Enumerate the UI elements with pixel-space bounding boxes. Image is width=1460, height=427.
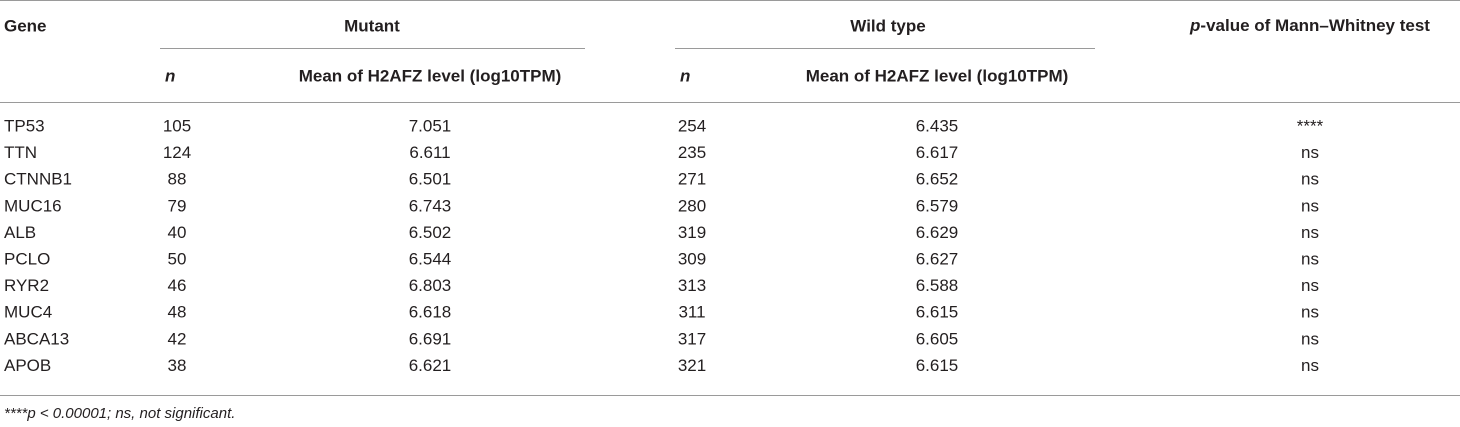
header-n: n <box>165 66 175 85</box>
n-cell: 319 <box>678 223 706 242</box>
p-value-cell: ns <box>1301 276 1319 295</box>
mean-cell: 6.618 <box>409 303 452 322</box>
gene-cell: RYR2 <box>4 276 49 295</box>
mean-cell: 6.501 <box>409 170 452 189</box>
gene-cell: APOB <box>4 356 51 375</box>
p-value-cell: **** <box>1297 116 1324 135</box>
n-cell: 79 <box>168 196 187 215</box>
gene-cell: ABCA13 <box>4 329 69 348</box>
n-cell: 46 <box>168 276 187 295</box>
gene-cell: MUC16 <box>4 196 62 215</box>
n-cell: 42 <box>168 329 187 348</box>
p-value-cell: ns <box>1301 143 1319 162</box>
gene-cell: PCLO <box>4 249 50 268</box>
n-cell: 105 <box>163 116 191 135</box>
mean-cell: 6.743 <box>409 196 452 215</box>
n-cell: 235 <box>678 143 706 162</box>
mean-cell: 6.611 <box>409 143 450 162</box>
header-mean: Mean of H2AFZ level (log10TPM) <box>299 66 562 85</box>
mean-cell: 6.502 <box>409 223 452 242</box>
mean-cell: 6.617 <box>916 143 959 162</box>
header-wild-type: Wild type <box>850 16 925 35</box>
n-cell: 271 <box>678 170 706 189</box>
header-gene: Gene <box>4 16 47 35</box>
p-text: -value of Mann–Whitney test <box>1200 16 1430 35</box>
n-cell: 38 <box>168 356 187 375</box>
mean-cell: 6.615 <box>916 356 959 375</box>
gene-cell: TTN <box>4 143 37 162</box>
mean-cell: 6.627 <box>916 249 959 268</box>
mean-cell: 6.629 <box>916 223 959 242</box>
n-cell: 48 <box>168 303 187 322</box>
n-cell: 321 <box>678 356 706 375</box>
p-value-cell: ns <box>1301 196 1319 215</box>
p-value-cell: ns <box>1301 356 1319 375</box>
header-p-value: p-value of Mann–Whitney test <box>1189 16 1430 35</box>
mean-cell: 6.621 <box>409 356 452 375</box>
mean-cell: 6.544 <box>409 249 452 268</box>
mean-cell: 6.435 <box>916 116 959 135</box>
n-cell: 40 <box>168 223 187 242</box>
n-cell: 311 <box>678 303 705 322</box>
n-cell: 317 <box>678 329 706 348</box>
gene-cell: TP53 <box>4 116 45 135</box>
mean-cell: 6.588 <box>916 276 959 295</box>
mean-cell: 6.691 <box>409 329 452 348</box>
n-cell: 88 <box>168 170 187 189</box>
gene-cell: MUC4 <box>4 303 52 322</box>
p-value-cell: ns <box>1301 223 1319 242</box>
header-mean: Mean of H2AFZ level (log10TPM) <box>806 66 1069 85</box>
mean-cell: 6.615 <box>916 303 959 322</box>
footnote: ****p < 0.00001; ns, not significant. <box>4 405 235 422</box>
p-value-cell: ns <box>1301 249 1319 268</box>
p-value-cell: ns <box>1301 329 1319 348</box>
n-cell: 280 <box>678 196 706 215</box>
mean-cell: 6.652 <box>916 170 959 189</box>
p-italic: p <box>1189 16 1200 35</box>
n-cell: 50 <box>168 249 187 268</box>
mean-cell: 6.605 <box>916 329 959 348</box>
n-cell: 254 <box>678 116 706 135</box>
mean-cell: 6.579 <box>916 196 959 215</box>
mean-cell: 6.803 <box>409 276 452 295</box>
p-value-cell: ns <box>1301 170 1319 189</box>
mean-cell: 7.051 <box>409 116 452 135</box>
gene-cell: ALB <box>4 223 36 242</box>
header-n: n <box>680 66 690 85</box>
n-cell: 313 <box>678 276 706 295</box>
gene-cell: CTNNB1 <box>4 170 72 189</box>
n-cell: 124 <box>163 143 191 162</box>
p-value-cell: ns <box>1301 303 1319 322</box>
header-mutant: Mutant <box>344 16 400 35</box>
n-cell: 309 <box>678 249 706 268</box>
